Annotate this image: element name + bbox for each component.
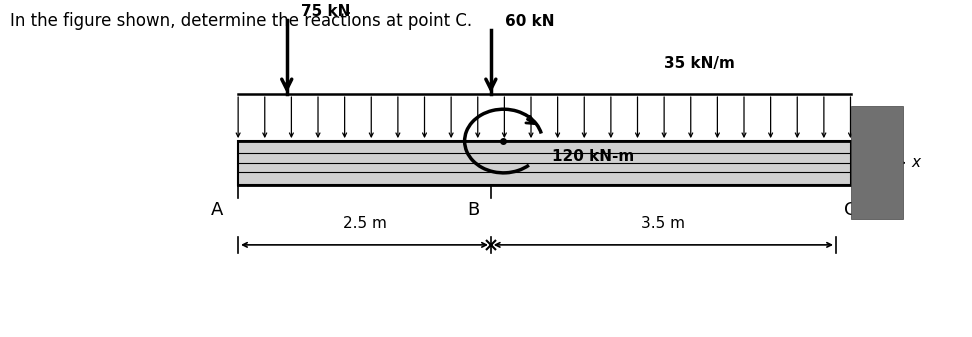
Bar — [850, 106, 903, 219]
Text: C: C — [844, 201, 856, 219]
Text: 75 kN: 75 kN — [301, 4, 351, 19]
Text: A: A — [211, 201, 224, 219]
Text: 35 kN/m: 35 kN/m — [665, 56, 735, 71]
Text: $x$: $x$ — [911, 155, 922, 170]
Text: 2.5 m: 2.5 m — [342, 216, 387, 232]
Text: 120 kN-m: 120 kN-m — [552, 149, 635, 164]
Text: B: B — [467, 201, 479, 219]
Text: 3.5 m: 3.5 m — [642, 216, 685, 232]
Bar — [238, 141, 850, 185]
Text: In the figure shown, determine the reactions at point C.: In the figure shown, determine the react… — [10, 12, 471, 30]
Text: 60 kN: 60 kN — [505, 14, 555, 29]
